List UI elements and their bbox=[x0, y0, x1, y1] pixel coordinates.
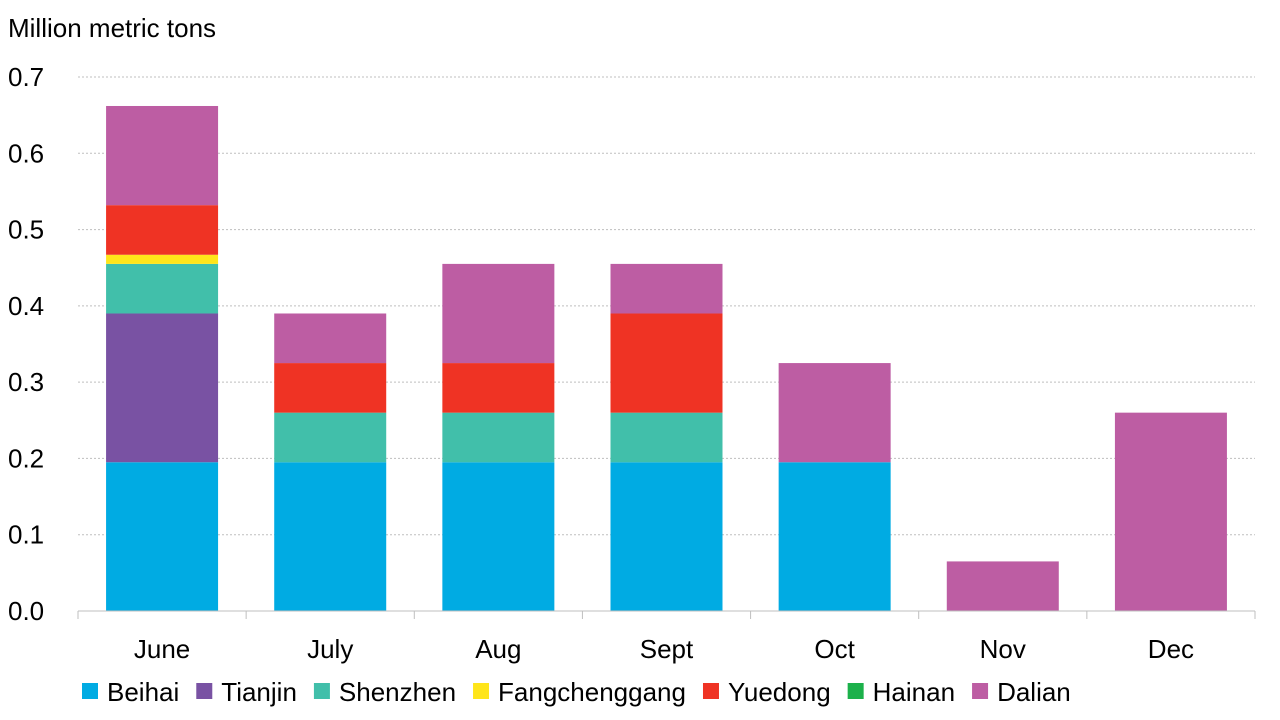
x-category-label: Oct bbox=[814, 634, 855, 664]
x-axis: June July Aug Sept Oct Nov Dec bbox=[77, 610, 1256, 664]
y-tick-label: 0.6 bbox=[8, 138, 44, 168]
bar-segment-dalian bbox=[442, 263, 555, 364]
legend-label-shenzhen: Shenzhen bbox=[339, 677, 456, 707]
legend-swatch-fangchenggang bbox=[473, 683, 490, 699]
legend-label-yuedong: Yuedong bbox=[728, 677, 831, 707]
x-category-label: Nov bbox=[980, 634, 1026, 664]
x-category-label: Aug bbox=[475, 634, 521, 664]
bar-segment-dalian bbox=[106, 105, 219, 206]
bar-segment-shenzhen bbox=[106, 263, 219, 314]
bar-segment-yuedong bbox=[442, 363, 555, 413]
bar-segment-tianjin bbox=[106, 313, 219, 463]
bar-segment-dalian bbox=[610, 263, 723, 314]
legend-swatch-hainan bbox=[847, 683, 864, 699]
bar-segment-dalian bbox=[1114, 412, 1227, 611]
y-tick-label: 0.5 bbox=[8, 215, 44, 245]
legend-swatch-dalian bbox=[972, 683, 989, 699]
legend-swatch-shenzhen bbox=[313, 683, 330, 699]
bar-segment-dalian bbox=[778, 363, 891, 463]
bar-segment-beihai bbox=[610, 462, 723, 611]
bar-segment-beihai bbox=[106, 462, 219, 611]
y-axis-title: Million metric tons bbox=[8, 13, 216, 43]
y-tick-label: 0.4 bbox=[8, 291, 44, 321]
legend: Beihai Tianjin Shenzhen Fangchenggang Yuedon… bbox=[82, 677, 1071, 707]
y-tick-label: 0.2 bbox=[8, 443, 44, 473]
bar-segment-shenzhen bbox=[442, 412, 555, 463]
legend-swatch-tianjin bbox=[196, 683, 213, 699]
legend-label-tianjin: Tianjin bbox=[221, 677, 297, 707]
legend-label-hainan: Hainan bbox=[873, 677, 955, 707]
bar-segment-dalian bbox=[946, 561, 1059, 611]
bar-segment-beihai bbox=[442, 462, 555, 611]
x-category-label: June bbox=[134, 634, 190, 664]
bar-segment-dalian bbox=[274, 313, 387, 364]
y-tick-label: 0.7 bbox=[8, 62, 44, 92]
bars bbox=[106, 105, 1227, 611]
legend-label-beihai: Beihai bbox=[107, 677, 179, 707]
bar-segment-beihai bbox=[778, 462, 891, 611]
bar-segment-yuedong bbox=[274, 363, 387, 413]
x-category-label: July bbox=[307, 634, 353, 664]
bar-segment-fangchenggang bbox=[106, 254, 219, 264]
bar-segment-beihai bbox=[274, 462, 387, 611]
y-tick-label: 0.3 bbox=[8, 367, 44, 397]
bar-segment-yuedong bbox=[106, 205, 219, 255]
legend-swatch-yuedong bbox=[702, 683, 719, 699]
bar-segment-shenzhen bbox=[610, 412, 723, 463]
legend-label-fangchenggang: Fangchenggang bbox=[498, 677, 686, 707]
y-tick-labels: 0.0 0.1 0.2 0.3 0.4 0.5 0.6 0.7 bbox=[8, 62, 44, 626]
legend-label-dalian: Dalian bbox=[997, 677, 1071, 707]
bar-segment-yuedong bbox=[610, 313, 723, 413]
legend-swatch-beihai bbox=[82, 683, 98, 699]
x-category-label: Dec bbox=[1148, 634, 1194, 664]
y-tick-label: 0.1 bbox=[8, 520, 44, 550]
bar-segment-shenzhen bbox=[274, 412, 387, 463]
x-category-label: Sept bbox=[640, 634, 694, 664]
y-tick-label: 0.0 bbox=[8, 596, 44, 626]
